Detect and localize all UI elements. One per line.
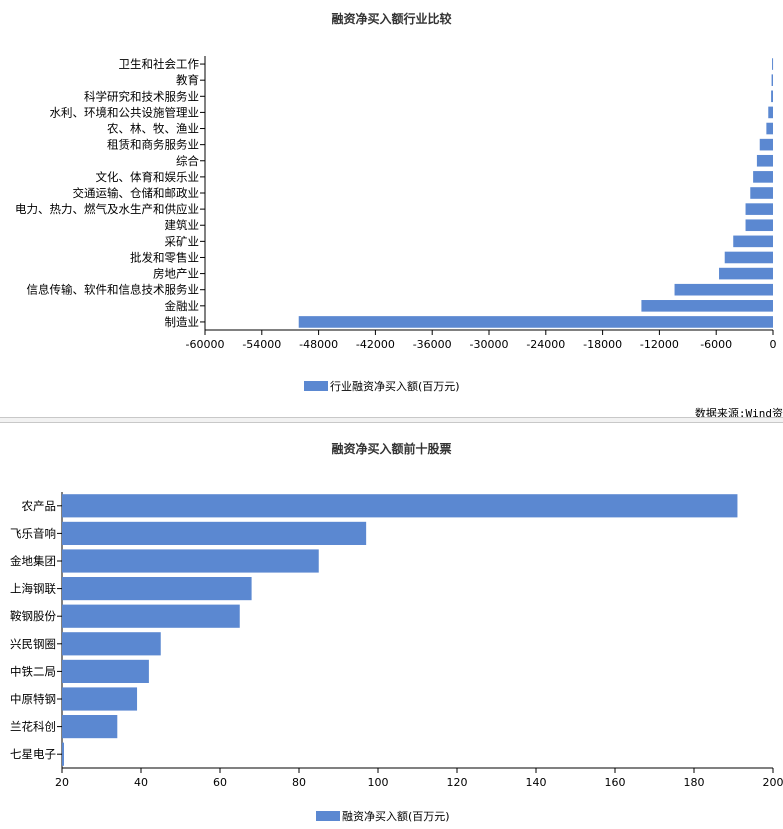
category-label: 制造业 <box>165 315 200 329</box>
x-tick-label: 120 <box>447 776 468 789</box>
bar <box>62 577 252 601</box>
x-tick-label: 180 <box>684 776 705 789</box>
category-label: 金地集团 <box>10 554 56 568</box>
bar <box>745 203 773 215</box>
x-tick-label: -54000 <box>242 338 281 351</box>
bar <box>750 187 773 199</box>
bar <box>62 659 149 683</box>
x-tick-label: -24000 <box>526 338 565 351</box>
x-tick-label: 0 <box>770 338 777 351</box>
bar <box>771 90 773 103</box>
category-label: 农、林、牧、渔业 <box>107 122 199 136</box>
x-tick-label: -30000 <box>470 338 509 351</box>
x-tick-label: -42000 <box>356 338 395 351</box>
category-label: 中原特钢 <box>10 692 56 706</box>
x-tick-label: -36000 <box>413 338 452 351</box>
chart1-legend: 行业融资净买入额(百万元) <box>304 378 460 394</box>
bar <box>768 106 773 119</box>
bar <box>62 521 367 545</box>
industry-bar-chart: -60000 -54000 -48000 -42000 -36000 -30000 -240… <box>15 56 777 351</box>
bar <box>62 632 161 656</box>
chart1-legend-label: 行业融资净买入额(百万元) <box>330 380 460 393</box>
chart2-legend-label: 融资净买入额(百万元) <box>342 810 450 823</box>
x-tick-label: 140 <box>526 776 547 789</box>
category-label: 交通运输、仓储和邮政业 <box>73 186 200 200</box>
category-label: 七星电子 <box>10 747 56 761</box>
x-tick-label: -48000 <box>299 338 338 351</box>
bar <box>753 171 773 183</box>
category-label: 租赁和商务服务业 <box>107 138 199 152</box>
category-label: 房地产业 <box>153 267 199 281</box>
bar <box>759 138 773 151</box>
chart1-title: 融资净买入额行业比较 <box>331 12 452 26</box>
x-tick-label: 80 <box>292 776 306 789</box>
x-tick-label: 160 <box>605 776 626 789</box>
bar <box>62 687 138 711</box>
bar <box>674 283 773 296</box>
x-tick-label: 200 <box>763 776 783 789</box>
category-label: 建筑业 <box>165 218 200 232</box>
category-label: 水利、环境和公共设施管理业 <box>50 105 200 119</box>
category-label: 飞乐音响 <box>10 526 56 540</box>
x-tick-label: 100 <box>368 776 389 789</box>
x-tick-label: -18000 <box>583 338 622 351</box>
category-label: 科学研究和技术服务业 <box>84 89 199 103</box>
category-label: 电力、热力、燃气及水生产和供应业 <box>15 202 199 216</box>
x-tick-label: -12000 <box>640 338 679 351</box>
legend-swatch <box>316 811 340 821</box>
category-label: 兴民钢圈 <box>10 637 56 651</box>
category-label: 教育 <box>176 73 199 87</box>
bar <box>733 235 773 248</box>
category-label: 鞍钢股份 <box>10 609 56 623</box>
x-tick-label: -6000 <box>700 338 732 351</box>
bar <box>756 154 773 167</box>
category-label: 金融业 <box>165 299 200 313</box>
category-label: 上海钢联 <box>10 582 56 596</box>
source-note: 数据来源:Wind资 <box>694 407 783 420</box>
bar <box>641 300 773 312</box>
chart2-title: 融资净买入额前十股票 <box>331 442 452 456</box>
bar <box>62 549 319 573</box>
x-tick-label: 20 <box>55 776 69 789</box>
x-tick-label: -60000 <box>186 338 225 351</box>
category-label: 中铁二局 <box>10 664 56 678</box>
category-label: 综合 <box>176 154 199 168</box>
bar <box>62 604 240 628</box>
bar <box>724 251 773 264</box>
category-label: 采矿业 <box>165 234 200 248</box>
section-divider <box>0 417 783 423</box>
bar <box>719 267 773 280</box>
stocks-bar-chart: 20 40 60 80 100 120 140 160 180 200 农产品飞乐音响金地集团上海钢… <box>10 492 783 789</box>
legend-swatch <box>304 381 328 391</box>
bar <box>766 122 773 135</box>
bar <box>62 494 738 518</box>
bar <box>745 219 773 232</box>
category-label: 卫生和社会工作 <box>119 57 200 71</box>
bar <box>62 742 64 766</box>
category-label: 农产品 <box>22 499 57 513</box>
bar <box>62 715 118 739</box>
x-tick-label: 60 <box>213 776 227 789</box>
x-tick-label: 40 <box>134 776 148 789</box>
category-label: 批发和零售业 <box>130 250 199 264</box>
bar <box>771 74 773 86</box>
bar <box>298 316 773 328</box>
category-label: 文化、体育和娱乐业 <box>96 170 200 184</box>
category-label: 信息传输、软件和信息技术服务业 <box>27 283 200 297</box>
chart2-legend: 融资净买入额(百万元) <box>316 808 450 824</box>
category-label: 兰花科创 <box>10 720 56 734</box>
bar <box>772 58 774 70</box>
